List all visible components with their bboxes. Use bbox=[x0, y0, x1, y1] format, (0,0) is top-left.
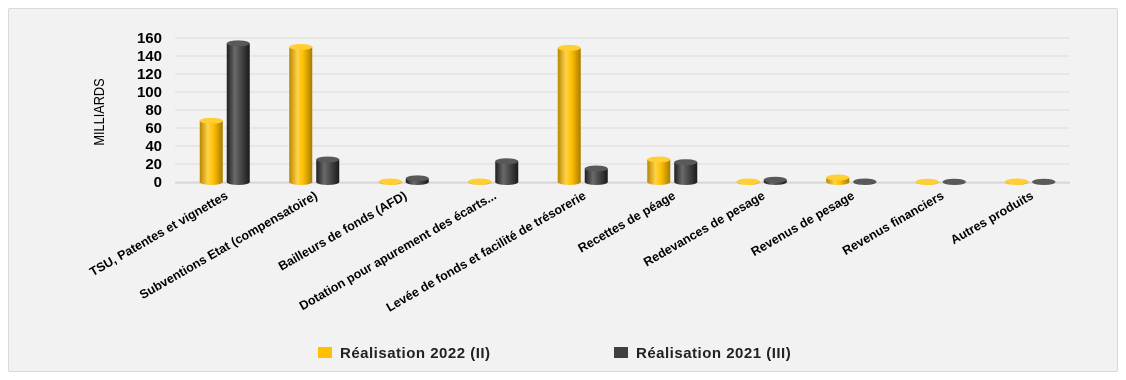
bar-base bbox=[647, 179, 671, 185]
y-tick-label: 100 bbox=[137, 84, 162, 101]
legend-swatch bbox=[318, 347, 332, 358]
bar-top bbox=[226, 40, 250, 47]
bar-top bbox=[674, 159, 698, 166]
bars bbox=[199, 40, 1056, 185]
bar-base bbox=[826, 179, 850, 185]
bar-top bbox=[763, 176, 787, 183]
bar bbox=[647, 156, 671, 185]
bar-body bbox=[557, 47, 581, 183]
y-tick-label: 40 bbox=[145, 138, 162, 155]
bar-top bbox=[826, 174, 850, 181]
bar bbox=[468, 178, 492, 185]
bar-body bbox=[584, 168, 608, 182]
bar-base bbox=[199, 179, 223, 185]
bar-base bbox=[557, 179, 581, 185]
bar bbox=[405, 175, 429, 185]
x-tick-label: TSU, Patentes et vignettes bbox=[87, 188, 230, 279]
x-tick-label: Revenus financiers bbox=[840, 188, 946, 257]
bar-top bbox=[199, 117, 223, 124]
y-tick-label: 140 bbox=[137, 48, 162, 65]
bar-top bbox=[1032, 178, 1056, 185]
bar-body bbox=[199, 120, 223, 182]
bar bbox=[289, 44, 313, 185]
bar-top bbox=[915, 178, 939, 185]
y-tick-label: 80 bbox=[145, 102, 162, 119]
bar-top bbox=[468, 178, 492, 185]
bar-top bbox=[378, 178, 402, 185]
bar-top bbox=[289, 44, 313, 50]
bar-top bbox=[405, 175, 429, 182]
bar bbox=[226, 40, 250, 185]
bar-base bbox=[289, 179, 313, 185]
bar-base bbox=[495, 179, 519, 185]
legend-item: Réalisation 2021 (III) bbox=[614, 345, 791, 362]
bar bbox=[763, 176, 787, 185]
bar-top bbox=[647, 156, 671, 163]
bar bbox=[1032, 178, 1056, 185]
bar-body bbox=[226, 43, 250, 183]
bar bbox=[378, 178, 402, 185]
bar-top bbox=[942, 178, 966, 185]
legend: Réalisation 2022 (II) Réalisation 2021 (I… bbox=[318, 345, 791, 362]
bar bbox=[674, 159, 698, 185]
bar-top bbox=[495, 158, 519, 165]
y-tick-label: 60 bbox=[145, 120, 162, 137]
legend-label: Réalisation 2021 (III) bbox=[636, 345, 791, 362]
bar-top bbox=[557, 44, 581, 51]
bar-body bbox=[495, 161, 519, 182]
bar-top bbox=[584, 165, 608, 172]
bar-base bbox=[316, 179, 340, 185]
x-tick-label: Autres produits bbox=[948, 188, 1036, 247]
bar bbox=[853, 178, 877, 185]
bar-top bbox=[1005, 178, 1029, 185]
bar bbox=[942, 178, 966, 185]
bar bbox=[316, 156, 340, 185]
legend-label: Réalisation 2022 (II) bbox=[340, 345, 491, 362]
bar bbox=[826, 174, 850, 185]
y-tick-label: 0 bbox=[154, 174, 162, 191]
bar bbox=[736, 178, 760, 185]
bar bbox=[915, 178, 939, 185]
x-tick-label: Subventions Etat (compensatoire) bbox=[137, 188, 320, 302]
bar-top bbox=[316, 156, 340, 163]
bar bbox=[199, 117, 223, 185]
bar-body bbox=[647, 159, 671, 182]
y-tick-label: 20 bbox=[145, 156, 162, 173]
legend-swatch bbox=[614, 347, 628, 358]
bar bbox=[1005, 178, 1029, 185]
bar bbox=[495, 158, 519, 185]
y-tick-label: 120 bbox=[137, 66, 162, 83]
y-tick-label: 160 bbox=[137, 30, 162, 47]
bar bbox=[584, 165, 608, 185]
bar bbox=[557, 44, 581, 185]
bar-body bbox=[289, 47, 313, 182]
bar-top bbox=[736, 178, 760, 185]
bar-base bbox=[674, 179, 698, 185]
bar-body bbox=[674, 162, 698, 182]
bar-body bbox=[316, 159, 340, 182]
bar-base bbox=[584, 179, 608, 185]
y-axis-label: MILLIARDS bbox=[90, 78, 107, 145]
bar-top bbox=[853, 178, 877, 185]
bar-base bbox=[226, 179, 250, 185]
legend-item: Réalisation 2022 (II) bbox=[318, 345, 491, 362]
